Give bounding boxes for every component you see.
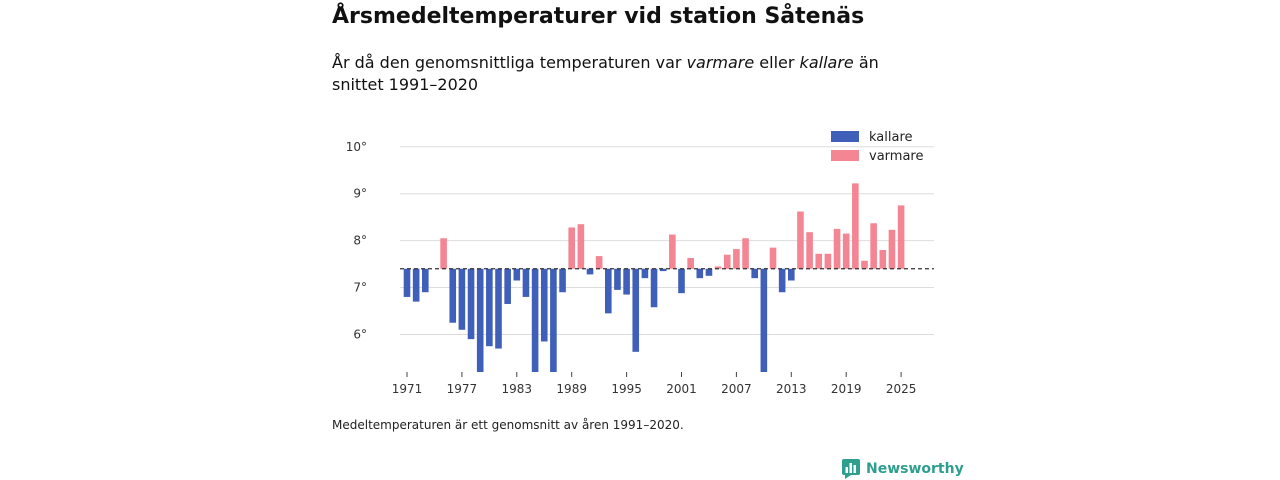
x-tick-label: 1971 (392, 382, 423, 396)
bar-2023[interactable] (879, 250, 887, 269)
x-axis: 1971 1977 1983 1989 1995 2001 2007 2013 2019 2025 (392, 372, 917, 396)
x-tick-label: 1983 (502, 382, 533, 396)
bar-1999[interactable] (659, 268, 667, 272)
subtitle-warm-word: varmare (686, 53, 755, 72)
bar-2004[interactable] (705, 268, 713, 276)
bar-1995[interactable] (623, 268, 630, 295)
subtitle-cold-word: kallare (799, 53, 854, 72)
bar-1987[interactable] (550, 268, 557, 372)
bar-1978[interactable] (467, 268, 475, 340)
bar-1972[interactable] (412, 268, 420, 302)
bar-2025[interactable] (897, 205, 905, 269)
x-tick-label: 2013 (776, 382, 807, 396)
brand-name: Newsworthy (866, 461, 964, 477)
x-tick-label: 1989 (556, 382, 587, 396)
bar-1992[interactable] (595, 256, 603, 269)
legend[interactable]: kallare varmare (831, 130, 923, 164)
bar-1988[interactable] (559, 268, 566, 293)
bar-1997[interactable] (641, 268, 649, 279)
bar-1998[interactable] (650, 268, 658, 308)
bar-2002[interactable] (687, 257, 694, 269)
bar-2024[interactable] (888, 229, 896, 269)
bar-1979[interactable] (476, 268, 484, 372)
bar-2017[interactable] (824, 253, 832, 269)
legend-label-kallare: kallare (869, 130, 913, 145)
bar-2022[interactable] (870, 223, 877, 269)
bar-1982[interactable] (504, 268, 511, 304)
bar-2005[interactable] (714, 266, 722, 269)
legend-swatch-kallare (831, 131, 859, 142)
y-tick-label: 8° (353, 234, 367, 248)
footnote: Medeltemperaturen är ett genomsnitt av å… (332, 418, 684, 432)
bar-2013[interactable] (788, 268, 795, 281)
bar-1991[interactable] (586, 268, 594, 275)
x-tick-label: 1995 (611, 382, 642, 396)
bar-1975[interactable] (440, 238, 447, 269)
chart-subtitle: År då den genomsnittliga temperaturen va… (332, 52, 932, 96)
bar-2000[interactable] (669, 234, 676, 269)
bar-2021[interactable] (861, 260, 868, 269)
bar-2006[interactable] (723, 254, 731, 269)
temperature-bar-chart: 6° 7° 8° 9° 10° 1971 1977 1983 1989 1995 2001 2007… (346, 130, 934, 396)
bar-1980[interactable] (486, 268, 493, 347)
bar-1989[interactable] (568, 227, 575, 269)
y-tick-label: 7° (353, 281, 367, 295)
bar-2003[interactable] (696, 268, 704, 279)
x-tick-label: 2019 (831, 382, 862, 396)
bar-2001[interactable] (678, 268, 685, 294)
bar-1993[interactable] (605, 268, 612, 314)
x-tick-label: 2001 (666, 382, 697, 396)
bar-1976[interactable] (449, 268, 457, 323)
newsworthy-logo-icon (842, 459, 860, 479)
bar-1986[interactable] (540, 268, 548, 342)
y-axis: 6° 7° 8° 9° 10° (346, 140, 367, 342)
y-tick-label: 9° (353, 187, 367, 201)
x-tick-label: 1977 (447, 382, 478, 396)
bar-2016[interactable] (815, 253, 823, 269)
bar-1984[interactable] (522, 268, 530, 297)
legend-swatch-varmare (831, 150, 859, 161)
bar-1983[interactable] (513, 268, 521, 281)
bar-2020[interactable] (852, 183, 859, 269)
bar-2018[interactable] (833, 228, 841, 269)
bar-2014[interactable] (797, 211, 804, 269)
newsworthy-brand[interactable]: Newsworthy (842, 458, 964, 480)
bar-2019[interactable] (842, 233, 850, 269)
bar-1981[interactable] (495, 268, 502, 349)
bar-2010[interactable] (760, 268, 768, 372)
bars-layer (403, 183, 905, 372)
bar-2012[interactable] (778, 268, 786, 293)
y-tick-label: 6° (353, 327, 367, 341)
bar-1994[interactable] (614, 268, 621, 290)
bar-1985[interactable] (531, 268, 539, 372)
chart-title: Årsmedeltemperaturer vid station Såtenäs (332, 4, 865, 29)
bar-2007[interactable] (733, 249, 740, 269)
legend-label-varmare: varmare (869, 149, 923, 164)
x-tick-label: 2007 (721, 382, 752, 396)
bar-2015[interactable] (806, 232, 813, 269)
y-tick-label: 10° (346, 140, 367, 154)
x-tick-label: 2025 (886, 382, 917, 396)
bar-2011[interactable] (769, 247, 777, 269)
bar-1996[interactable] (632, 268, 640, 352)
bar-2008[interactable] (742, 238, 749, 269)
bar-2009[interactable] (751, 268, 758, 279)
bar-1971[interactable] (403, 268, 411, 297)
subtitle-text-end: än snittet 1991–2020 (332, 53, 879, 94)
bar-1977[interactable] (458, 268, 466, 330)
bar-1990[interactable] (577, 224, 585, 269)
subtitle-text-start: År då den genomsnittliga temperaturen va… (332, 53, 687, 72)
bar-1973[interactable] (422, 268, 429, 293)
subtitle-text-middle: eller (754, 53, 800, 72)
